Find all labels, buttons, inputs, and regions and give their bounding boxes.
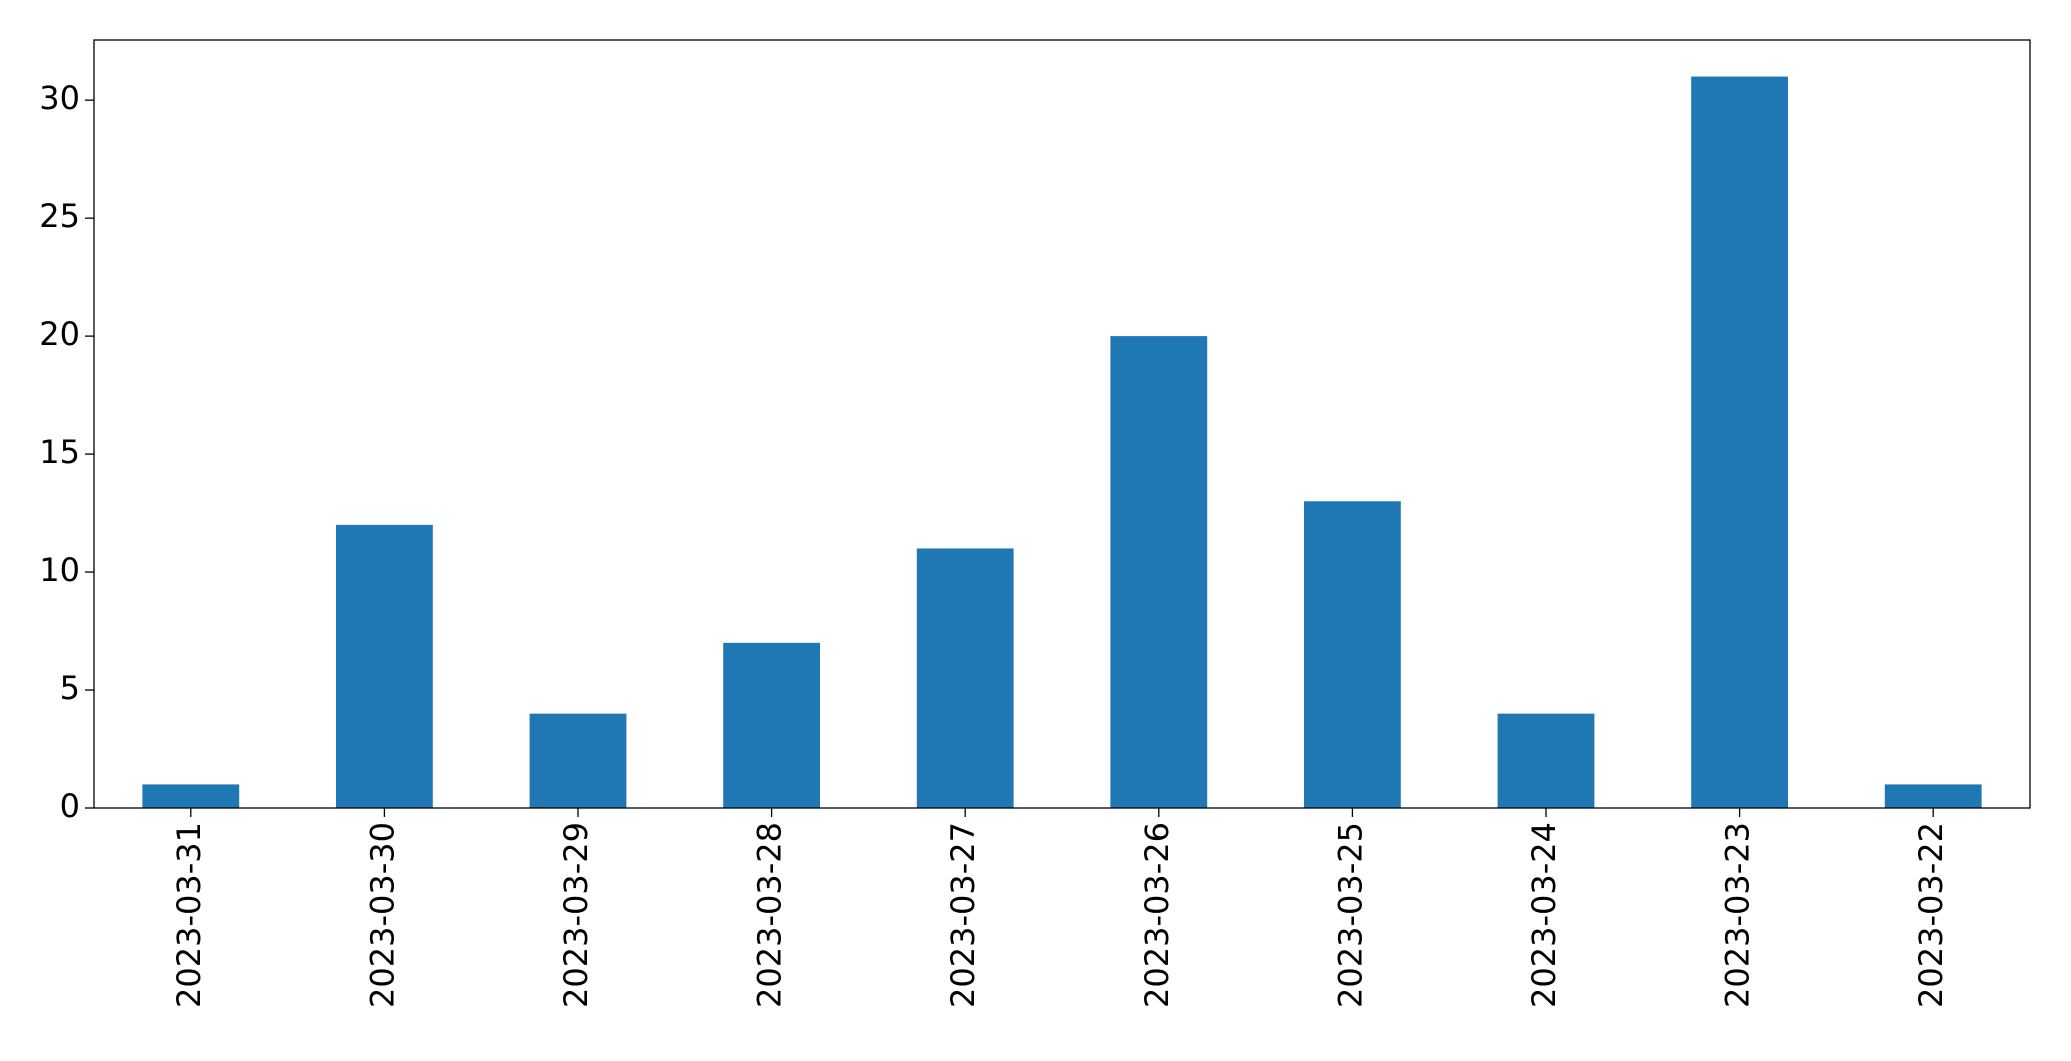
plot-frame — [93, 39, 2031, 809]
bar — [1884, 784, 1982, 808]
x-tick-label: 2023-03-30 — [363, 822, 401, 1008]
x-tick-label: 2023-03-24 — [1525, 822, 1563, 1008]
x-tick-label: 2023-03-25 — [1331, 822, 1369, 1008]
bar — [1304, 501, 1401, 808]
bar — [1691, 76, 1788, 809]
x-tick-label: 2023-03-27 — [944, 822, 982, 1008]
x-tick-label: 2023-03-31 — [170, 822, 208, 1008]
bar — [529, 713, 627, 808]
y-tick-label: 5 — [60, 669, 80, 707]
x-tick-label: 2023-03-26 — [1138, 822, 1176, 1008]
x-tick-label: 2023-03-22 — [1912, 822, 1950, 1008]
x-tick-label: 2023-03-28 — [751, 822, 789, 1008]
y-tick-label: 20 — [39, 315, 80, 353]
bar — [142, 784, 240, 808]
bar — [1110, 336, 1208, 808]
y-tick-label: 25 — [39, 197, 80, 235]
y-tick-label: 30 — [39, 79, 80, 117]
bar — [916, 548, 1014, 808]
x-tick-label: 2023-03-23 — [1719, 822, 1757, 1008]
x-tick-label: 2023-03-29 — [557, 822, 595, 1008]
bar — [1497, 713, 1595, 808]
y-tick-label: 0 — [60, 787, 80, 825]
y-tick-label: 15 — [39, 433, 80, 471]
bar — [723, 642, 820, 808]
bar — [336, 524, 433, 808]
y-tick-label: 10 — [39, 551, 80, 589]
